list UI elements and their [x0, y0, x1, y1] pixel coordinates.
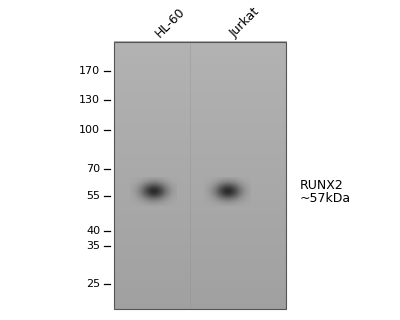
- Text: HL-60: HL-60: [153, 5, 188, 40]
- Text: 35: 35: [86, 241, 100, 251]
- Text: 170: 170: [79, 66, 100, 76]
- Bar: [114, 42, 286, 309]
- Text: 130: 130: [79, 95, 100, 105]
- Text: 70: 70: [86, 164, 100, 174]
- Text: 40: 40: [86, 226, 100, 236]
- Text: RUNX2: RUNX2: [300, 179, 344, 192]
- Text: 55: 55: [86, 191, 100, 201]
- Text: Jurkat: Jurkat: [228, 5, 262, 40]
- Text: ~57kDa: ~57kDa: [300, 192, 351, 205]
- Text: 100: 100: [79, 124, 100, 134]
- Text: 25: 25: [86, 279, 100, 289]
